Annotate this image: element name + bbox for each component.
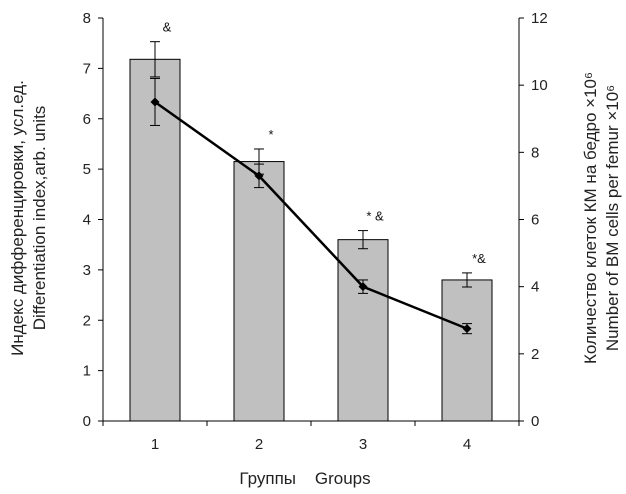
y-right-tick-label-12: 12 [531, 10, 548, 27]
y-axis-left-title-line-2: Differentiation index,arb. units [30, 106, 49, 331]
bar-2 [234, 162, 284, 421]
y-left-tick-label-1: 1 [83, 363, 91, 380]
x-axis-title: Группы Groups [239, 469, 370, 488]
y-left-tick-label-8: 8 [83, 10, 91, 27]
y-left-tick-label-5: 5 [83, 161, 91, 178]
y-axis-right-title-line-1: Количество клеток КМ на бедро ×10⁶ [581, 72, 600, 364]
y-axis-right-title-line-2: Number of BM cells per femur ×10⁶ [603, 85, 622, 351]
line-series [155, 102, 467, 329]
line-layer [150, 78, 472, 333]
y-axis-left-title: Индекс дифференцировки, усл.ед. Differen… [8, 80, 49, 356]
y-right-tick-label-10: 10 [531, 77, 548, 94]
bar-annotation-1: & [163, 20, 172, 35]
y-left-tick-label-0: 0 [83, 413, 91, 430]
y-right-tick-label-4: 4 [531, 279, 539, 296]
y-left-tick-label-2: 2 [83, 312, 91, 329]
y-left-tick-label-7: 7 [83, 60, 91, 77]
bar-annotation-3: * & [366, 209, 384, 224]
grid-layer: & * * & *& [130, 20, 492, 421]
bar-4 [442, 280, 492, 421]
y-left-tick-label-6: 6 [83, 111, 91, 128]
y-left-tick-label-3: 3 [83, 262, 91, 279]
x-tick-label-1: 1 [151, 436, 159, 453]
y-axis-right-title: Количество клеток КМ на бедро ×10⁶ Numbe… [581, 72, 622, 364]
x-tick-label-3: 3 [359, 436, 367, 453]
y-axis-left-title-line-1: Индекс дифференцировки, усл.ед. [8, 80, 27, 356]
y-right-tick-label-0: 0 [531, 413, 539, 430]
y-left-tick-label-4: 4 [83, 212, 91, 229]
bar-annotation-4: *& [472, 251, 486, 266]
bar-annotation-2: * [268, 127, 273, 142]
y-right-tick-label-8: 8 [531, 144, 539, 161]
x-tick-label-2: 2 [255, 436, 263, 453]
y-right-tick-label-6: 6 [531, 212, 539, 229]
x-tick-label-4: 4 [463, 436, 471, 453]
y-right-tick-label-2: 2 [531, 346, 539, 363]
